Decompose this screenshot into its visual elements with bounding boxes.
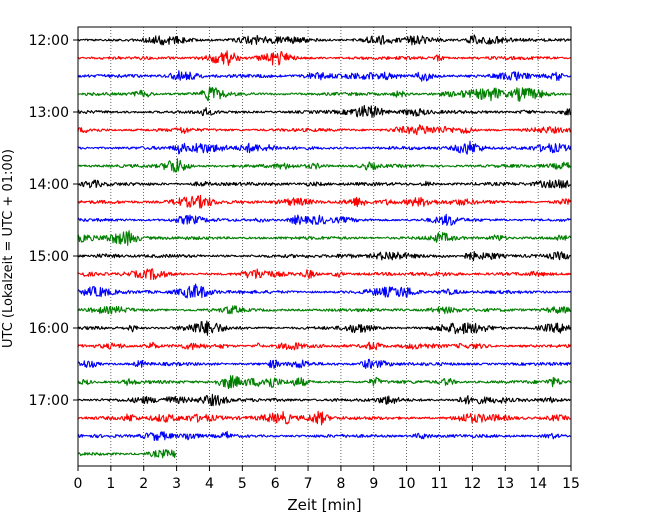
trace-1415 [77, 194, 572, 209]
x-tick-label-3: 3 [172, 476, 181, 492]
y-axis-label: UTC (Lokalzeit = UTC + 01:00) [1, 149, 16, 348]
y-tick-label-13:00: 13:00 [29, 105, 69, 121]
x-tick-label-0: 0 [74, 476, 83, 492]
trace-1200 [77, 34, 572, 46]
grid-layer [110, 27, 539, 466]
trace-1600 [77, 320, 572, 336]
trace-1745 [77, 449, 177, 459]
x-tick-label-10: 10 [398, 476, 416, 492]
trace-1700 [77, 393, 572, 407]
y-tick-label-16:00: 16:00 [29, 321, 69, 337]
trace-1315 [77, 124, 572, 136]
x-tick-label-7: 7 [304, 476, 313, 492]
trace-1630 [77, 358, 572, 369]
x-tick-label-12: 12 [463, 476, 481, 492]
x-tick-label-5: 5 [238, 476, 247, 492]
trace-1230 [77, 70, 571, 82]
x-tick-label-1: 1 [106, 476, 115, 492]
trace-1245 [77, 86, 572, 102]
trace-1300 [77, 104, 572, 118]
y-tick-label-15:00: 15:00 [29, 249, 69, 265]
x-tick-label-8: 8 [336, 476, 345, 492]
x-tick-label-14: 14 [529, 476, 547, 492]
trace-1645 [77, 375, 571, 390]
trace-1730 [77, 430, 571, 442]
trace-1430 [77, 213, 572, 226]
trace-1515 [77, 268, 572, 281]
trace-1615 [77, 341, 572, 351]
x-tick-label-6: 6 [271, 476, 280, 492]
trace-1445 [77, 230, 572, 246]
plot-frame [77, 26, 572, 467]
x-tick-label-4: 4 [205, 476, 214, 492]
x-tick-label-2: 2 [139, 476, 148, 492]
x-tick-label-11: 11 [431, 476, 449, 492]
trace-1715 [77, 410, 571, 426]
x-axis-label: Zeit [min] [287, 496, 361, 514]
y-tick-label-12:00: 12:00 [29, 33, 69, 49]
trace-1330 [77, 140, 572, 155]
y-tick-label-14:00: 14:00 [29, 177, 69, 193]
trace-1215 [77, 50, 572, 66]
trace-1545 [77, 305, 571, 315]
x-tick-label-13: 13 [496, 476, 514, 492]
trace-1400 [77, 179, 572, 189]
x-tick-label-9: 9 [369, 476, 378, 492]
trace-layer [77, 34, 572, 459]
x-tick-label-15: 15 [562, 476, 580, 492]
trace-1345 [77, 158, 572, 173]
x-axis: 0 1 2 3 4 5 6 7 8 9 10 11 12 13 14 15 [74, 466, 580, 492]
y-tick-label-17:00: 17:00 [29, 393, 69, 409]
trace-1530 [77, 283, 572, 299]
y-axis: 12:00 13:00 14:00 15:00 16:00 17:00 [29, 33, 78, 409]
trace-1500 [77, 250, 572, 262]
